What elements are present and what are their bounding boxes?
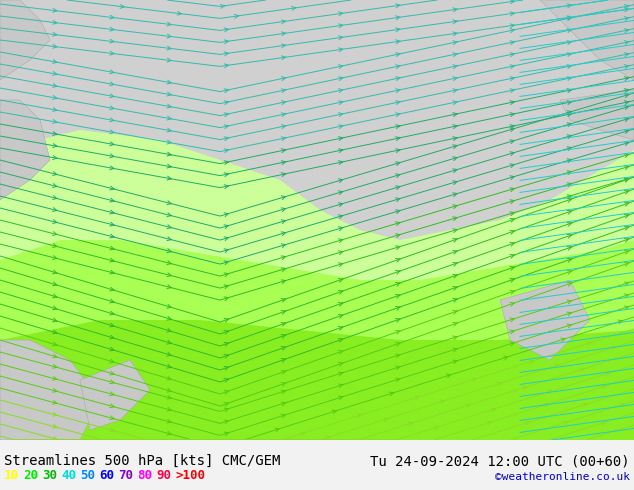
Bar [0,440,634,490]
Polygon shape [540,0,634,80]
Text: 20: 20 [23,469,38,482]
Text: 10: 10 [4,469,19,482]
Polygon shape [0,320,634,440]
Text: 90: 90 [156,469,171,482]
Text: 40: 40 [61,469,76,482]
Text: 30: 30 [42,469,57,482]
Polygon shape [0,0,50,80]
Polygon shape [0,240,634,440]
Text: Tu 24-09-2024 12:00 UTC (00+60): Tu 24-09-2024 12:00 UTC (00+60) [370,454,630,468]
Polygon shape [0,130,634,440]
Polygon shape [80,360,150,430]
Bar [0,0,634,440]
Text: Streamlines 500 hPa [kts] CMC/GEM: Streamlines 500 hPa [kts] CMC/GEM [4,454,280,468]
Text: 50: 50 [80,469,95,482]
Polygon shape [500,280,590,360]
Text: 70: 70 [118,469,133,482]
Polygon shape [0,100,50,200]
Text: 60: 60 [99,469,114,482]
Text: 80: 80 [137,469,152,482]
Text: >100: >100 [175,469,205,482]
Polygon shape [0,340,100,440]
Text: ©weatheronline.co.uk: ©weatheronline.co.uk [495,472,630,482]
Polygon shape [560,90,634,140]
